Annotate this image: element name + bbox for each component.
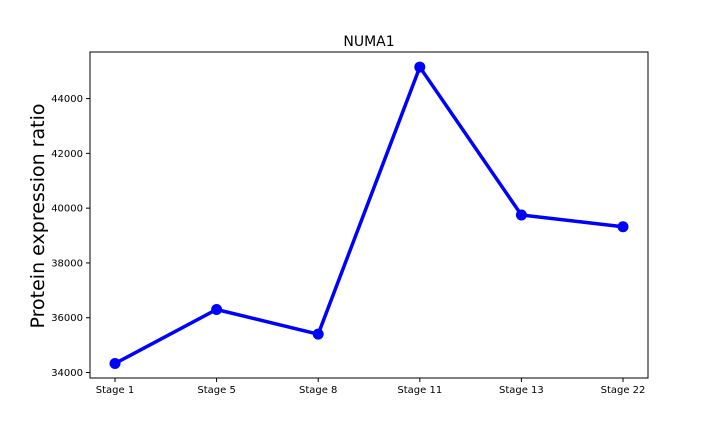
x-tick-label: Stage 13 <box>499 385 544 396</box>
data-point <box>414 61 426 73</box>
x-tick-label: Stage 8 <box>299 385 337 396</box>
y-tick-label: 34000 <box>51 368 83 379</box>
chart-title: NUMA1 <box>343 34 394 50</box>
y-tick-label: 36000 <box>51 313 83 324</box>
data-point <box>617 221 629 233</box>
y-tick-label: 44000 <box>51 94 83 105</box>
y-tick-label: 40000 <box>51 204 83 215</box>
data-point <box>109 357 121 369</box>
plot-frame <box>89 51 649 379</box>
x-tick-label: Stage 22 <box>601 385 646 396</box>
data-point <box>515 209 527 221</box>
y-tick-label: 38000 <box>51 258 83 269</box>
x-tick-label: Stage 11 <box>397 385 442 396</box>
x-tick-label: Stage 1 <box>96 385 134 396</box>
data-point <box>312 328 324 340</box>
plot-area: 34000 36000 38000 40000 42000 44000 Stage 1 Sta… <box>51 51 649 396</box>
y-tick-label: 42000 <box>51 149 83 160</box>
y-axis-label: Protein expression ratio <box>27 104 49 329</box>
x-tick-label: Stage 5 <box>197 385 235 396</box>
series-line <box>114 63 624 366</box>
data-point <box>211 304 223 316</box>
